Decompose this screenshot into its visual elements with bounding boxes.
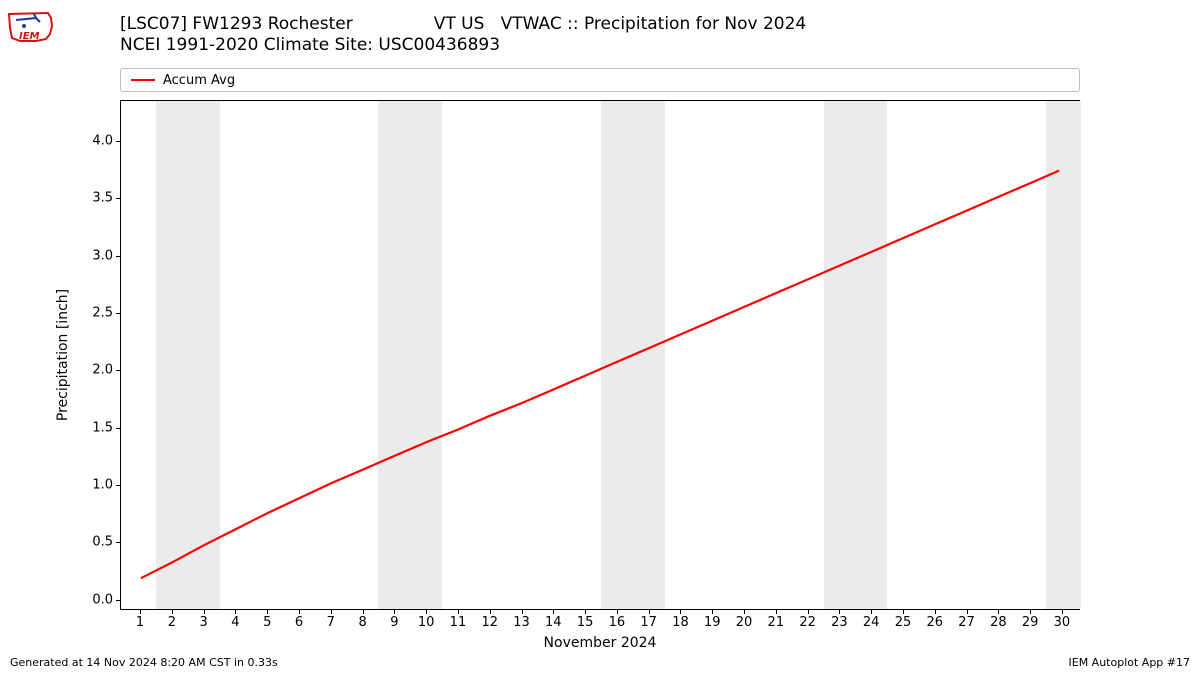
x-tick-label: 20 [736,615,753,630]
x-tick-mark [585,609,586,614]
y-tick-mark [116,141,121,142]
y-tick-mark [116,370,121,371]
iem-logo: IEM [6,8,56,44]
x-tick-label: 11 [450,615,467,630]
x-tick-label: 24 [863,615,880,630]
y-tick-label: 2.0 [92,363,113,378]
y-tick-mark [116,542,121,543]
y-tick-label: 0.0 [92,592,113,607]
legend-swatch [131,79,155,81]
x-tick-mark [871,609,872,614]
x-tick-label: 7 [327,615,335,630]
x-tick-label: 30 [1054,615,1071,630]
x-tick-mark [140,609,141,614]
y-axis-label: Precipitation [inch] [55,289,71,421]
svg-text:IEM: IEM [19,31,40,42]
x-tick-mark [967,609,968,614]
footer-generated-text: Generated at 14 Nov 2024 8:20 AM CST in … [10,656,278,669]
x-tick-label: 15 [577,615,594,630]
x-tick-label: 13 [513,615,530,630]
x-tick-label: 18 [672,615,689,630]
y-tick-mark [116,256,121,257]
x-tick-mark [617,609,618,614]
x-tick-mark [998,609,999,614]
x-tick-label: 9 [390,615,398,630]
x-tick-label: 28 [990,615,1007,630]
y-tick-label: 3.0 [92,248,113,263]
x-tick-label: 6 [295,615,303,630]
x-tick-mark [649,609,650,614]
chart-legend: Accum Avg [120,68,1080,92]
y-tick-mark [116,600,121,601]
title-line2: NCEI 1991-2020 Climate Site: USC00436893 [120,35,500,55]
x-tick-label: 10 [418,615,435,630]
x-tick-label: 12 [481,615,498,630]
y-tick-mark [116,485,121,486]
x-axis-label: November 2024 [544,635,657,651]
x-tick-label: 14 [545,615,562,630]
x-tick-label: 19 [704,615,721,630]
x-tick-mark [267,609,268,614]
y-tick-mark [116,428,121,429]
iowa-outline-icon: IEM [6,8,56,44]
x-tick-mark [839,609,840,614]
x-tick-label: 25 [895,615,912,630]
x-tick-label: 21 [768,615,785,630]
x-tick-mark [808,609,809,614]
x-tick-mark [935,609,936,614]
y-tick-label: 2.5 [92,306,113,321]
legend-label: Accum Avg [163,73,235,88]
y-tick-label: 1.0 [92,477,113,492]
x-tick-mark [522,609,523,614]
y-tick-mark [116,198,121,199]
x-tick-mark [776,609,777,614]
y-tick-label: 0.5 [92,535,113,550]
line-layer [121,101,1079,609]
x-tick-label: 16 [609,615,626,630]
x-tick-mark [712,609,713,614]
x-tick-mark [553,609,554,614]
x-tick-mark [903,609,904,614]
x-tick-label: 4 [231,615,239,630]
x-tick-label: 8 [358,615,366,630]
y-tick-label: 4.0 [92,134,113,149]
x-tick-label: 22 [799,615,816,630]
x-tick-mark [172,609,173,614]
x-tick-label: 3 [200,615,208,630]
x-tick-mark [394,609,395,614]
x-tick-mark [363,609,364,614]
x-tick-label: 29 [1022,615,1039,630]
accum-avg-line [141,171,1059,579]
x-tick-mark [204,609,205,614]
x-tick-label: 2 [168,615,176,630]
x-tick-mark [299,609,300,614]
x-tick-label: 5 [263,615,271,630]
x-tick-mark [1062,609,1063,614]
x-tick-label: 1 [136,615,144,630]
x-tick-mark [235,609,236,614]
chart-title: [LSC07] FW1293 Rochester VT US VTWAC :: … [120,14,806,57]
x-tick-mark [744,609,745,614]
title-line1: [LSC07] FW1293 Rochester VT US VTWAC :: … [120,14,806,34]
x-tick-mark [680,609,681,614]
x-tick-mark [490,609,491,614]
x-tick-mark [331,609,332,614]
x-tick-label: 23 [831,615,848,630]
x-tick-mark [426,609,427,614]
x-tick-label: 26 [926,615,943,630]
footer-app-text: IEM Autoplot App #17 [1069,656,1191,669]
chart-plot-area: 0.00.51.01.52.02.53.03.54.0 123456789101… [120,100,1080,610]
x-tick-label: 27 [958,615,975,630]
y-tick-mark [116,313,121,314]
x-tick-mark [1030,609,1031,614]
x-tick-mark [458,609,459,614]
x-tick-label: 17 [640,615,657,630]
y-tick-label: 3.5 [92,191,113,206]
y-tick-label: 1.5 [92,420,113,435]
